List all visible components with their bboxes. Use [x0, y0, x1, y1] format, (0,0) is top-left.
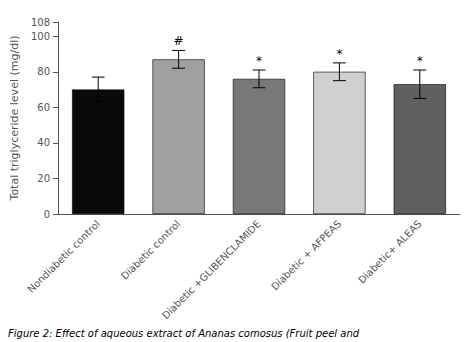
svg-text:80: 80	[37, 66, 50, 77]
svg-text:60: 60	[37, 102, 50, 113]
svg-text:Figure 2: Effect of aqueous ex: Figure 2: Effect of aqueous extract of A…	[8, 328, 360, 339]
svg-text:20: 20	[37, 173, 50, 184]
svg-text:Diabetic +GLIBENCLAMIDE: Diabetic +GLIBENCLAMIDE	[160, 218, 263, 321]
svg-text:Diabetic+ ALEAS: Diabetic+ ALEAS	[356, 218, 424, 286]
svg-text:Nondiabetic control: Nondiabetic control	[25, 218, 102, 295]
svg-text:108: 108	[31, 17, 50, 28]
svg-text:#: #	[174, 34, 184, 48]
svg-text:*: *	[417, 54, 423, 68]
svg-text:Total triglyceride level (mg/d: Total triglyceride level (mg/dl)	[8, 36, 21, 202]
svg-text:40: 40	[37, 137, 50, 148]
svg-text:*: *	[256, 54, 262, 68]
svg-text:Diabetic + AFPEAS: Diabetic + AFPEAS	[269, 218, 343, 292]
svg-text:100: 100	[31, 31, 50, 42]
svg-text:*: *	[336, 47, 342, 61]
svg-text:0: 0	[44, 209, 50, 220]
svg-text:Diabetic control: Diabetic control	[119, 218, 183, 282]
